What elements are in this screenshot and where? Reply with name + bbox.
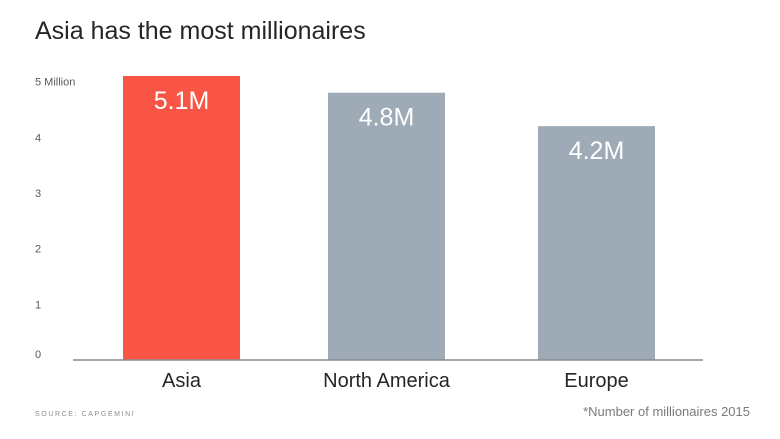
y-tick-label: 2 (35, 244, 41, 256)
footnote: *Number of millionaires 2015 (583, 404, 750, 419)
x-tick-label: North America (323, 370, 451, 392)
source-note: SOURCE: CAPGEMINI (35, 411, 136, 418)
chart-title: Asia has the most millionaires (35, 17, 366, 45)
y-axis-ticks: 0 1 2 3 4 5 Million (35, 77, 75, 361)
bar-asia (123, 76, 240, 360)
bar-europe (538, 126, 655, 360)
x-tick-label: Europe (564, 370, 629, 392)
x-tick-label: Asia (162, 370, 202, 392)
bar-north-america (328, 92, 445, 361)
y-tick-label: 5 Million (35, 77, 75, 89)
data-label: 4.8M (359, 104, 415, 132)
data-label: 5.1M (154, 87, 210, 115)
y-tick-label: 4 (35, 132, 41, 144)
x-axis-ticks: Asia North America Europe (162, 370, 629, 392)
data-label: 4.2M (569, 137, 625, 165)
y-tick-label: 0 (35, 349, 41, 361)
y-tick-label: 3 (35, 188, 41, 200)
bars (123, 76, 655, 361)
y-tick-label: 1 (35, 299, 41, 311)
data-labels: 5.1M 4.8M 4.2M (154, 87, 625, 165)
